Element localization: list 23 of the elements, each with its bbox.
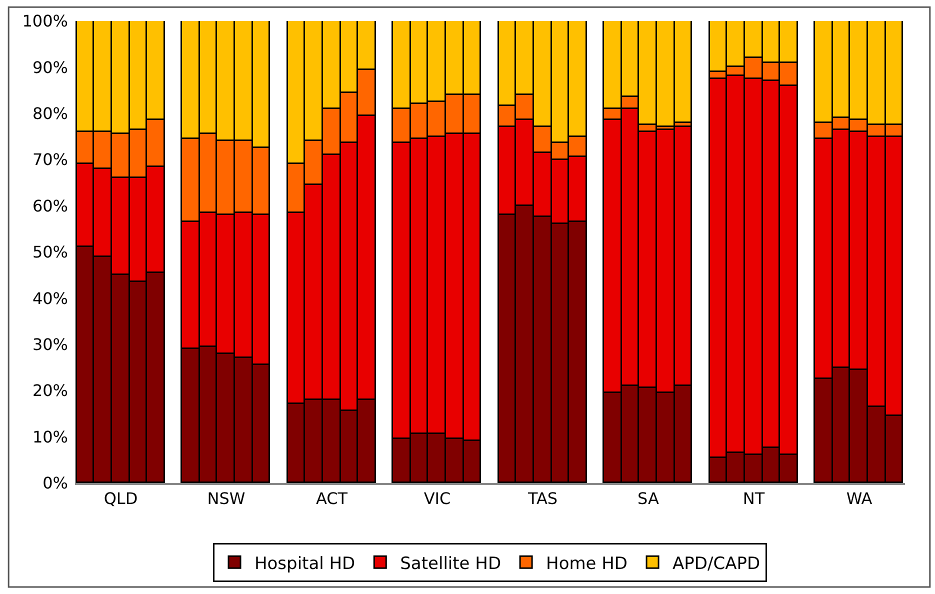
legend-label: APD/CAPD bbox=[672, 554, 760, 574]
y-tick-label: 60% bbox=[32, 196, 68, 216]
y-tick-label: 10% bbox=[32, 427, 68, 446]
x-tick-label: WA bbox=[846, 489, 872, 508]
legend-label: Home HD bbox=[546, 554, 628, 574]
y-tick-label: 0% bbox=[42, 474, 68, 493]
y-tick-label: 90% bbox=[32, 58, 68, 77]
y-tick-label: 100% bbox=[22, 12, 68, 31]
y-tick-label: 50% bbox=[32, 242, 68, 262]
x-tick-label: ACT bbox=[316, 489, 348, 508]
legend-label: Satellite HD bbox=[400, 554, 502, 574]
x-tick-label: SA bbox=[638, 489, 660, 508]
y-tick-label: 70% bbox=[32, 150, 68, 170]
y-tick-label: 80% bbox=[32, 104, 68, 123]
x-tick-label: NT bbox=[742, 489, 765, 508]
y-tick-label: 20% bbox=[32, 381, 68, 400]
legend-label: Hospital HD bbox=[254, 554, 356, 574]
x-tick-label: VIC bbox=[424, 489, 451, 508]
x-tick-label: TAS bbox=[526, 489, 558, 508]
y-tick-label: 30% bbox=[32, 335, 68, 354]
x-tick-label: QLD bbox=[104, 489, 138, 508]
y-tick-label: 40% bbox=[32, 288, 68, 308]
x-tick-label: NSW bbox=[207, 489, 246, 508]
